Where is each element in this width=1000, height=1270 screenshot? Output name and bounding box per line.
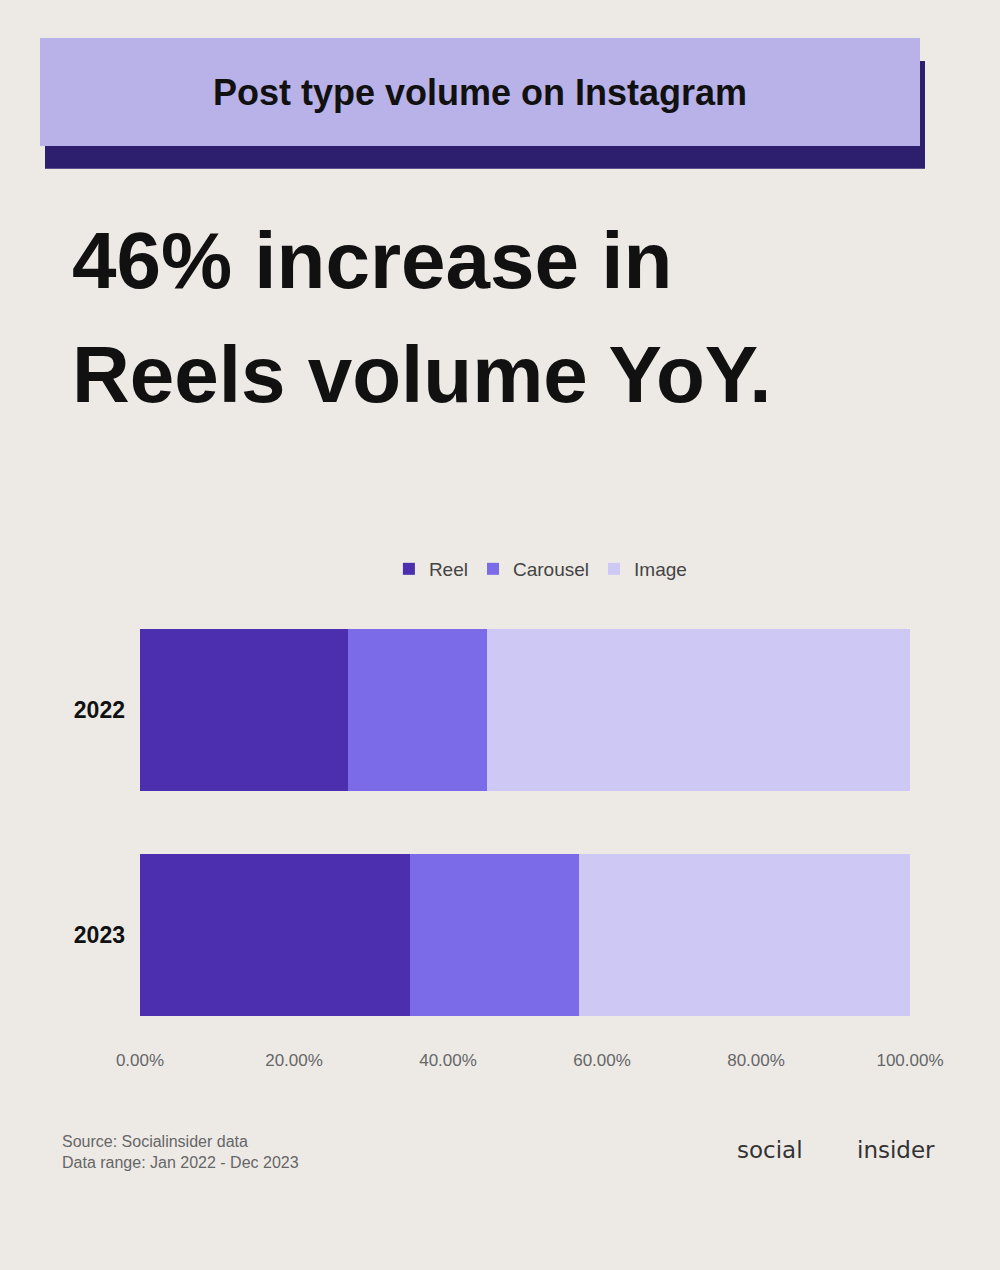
svg-text:Source: Socialinsider dataData: Source: Socialinsider dataData range: Ja… [62, 1133, 299, 1171]
svg-text:Reel: Reel [429, 559, 468, 580]
svg-text:2023: 2023 [74, 922, 125, 948]
svg-text:Image: Image [634, 559, 687, 580]
svg-text:2022: 2022 [74, 697, 125, 723]
svg-text:80.00%: 80.00% [727, 1051, 785, 1070]
svg-text:insider: insider [857, 1137, 935, 1163]
svg-text:60.00%: 60.00% [573, 1051, 631, 1070]
svg-text:Post type volume on Instagram: Post type volume on Instagram [213, 72, 747, 113]
svg-text:40.00%: 40.00% [419, 1051, 477, 1070]
svg-text:0.00%: 0.00% [116, 1051, 164, 1070]
svg-text:Reels volume YoY.: Reels volume YoY. [72, 330, 772, 419]
svg-text:100.00%: 100.00% [876, 1051, 943, 1070]
svg-text:Carousel: Carousel [513, 559, 589, 580]
svg-text:46% increase in: 46% increase in [72, 216, 672, 305]
svg-text:20.00%: 20.00% [265, 1051, 323, 1070]
svg-text:social: social [737, 1137, 803, 1163]
